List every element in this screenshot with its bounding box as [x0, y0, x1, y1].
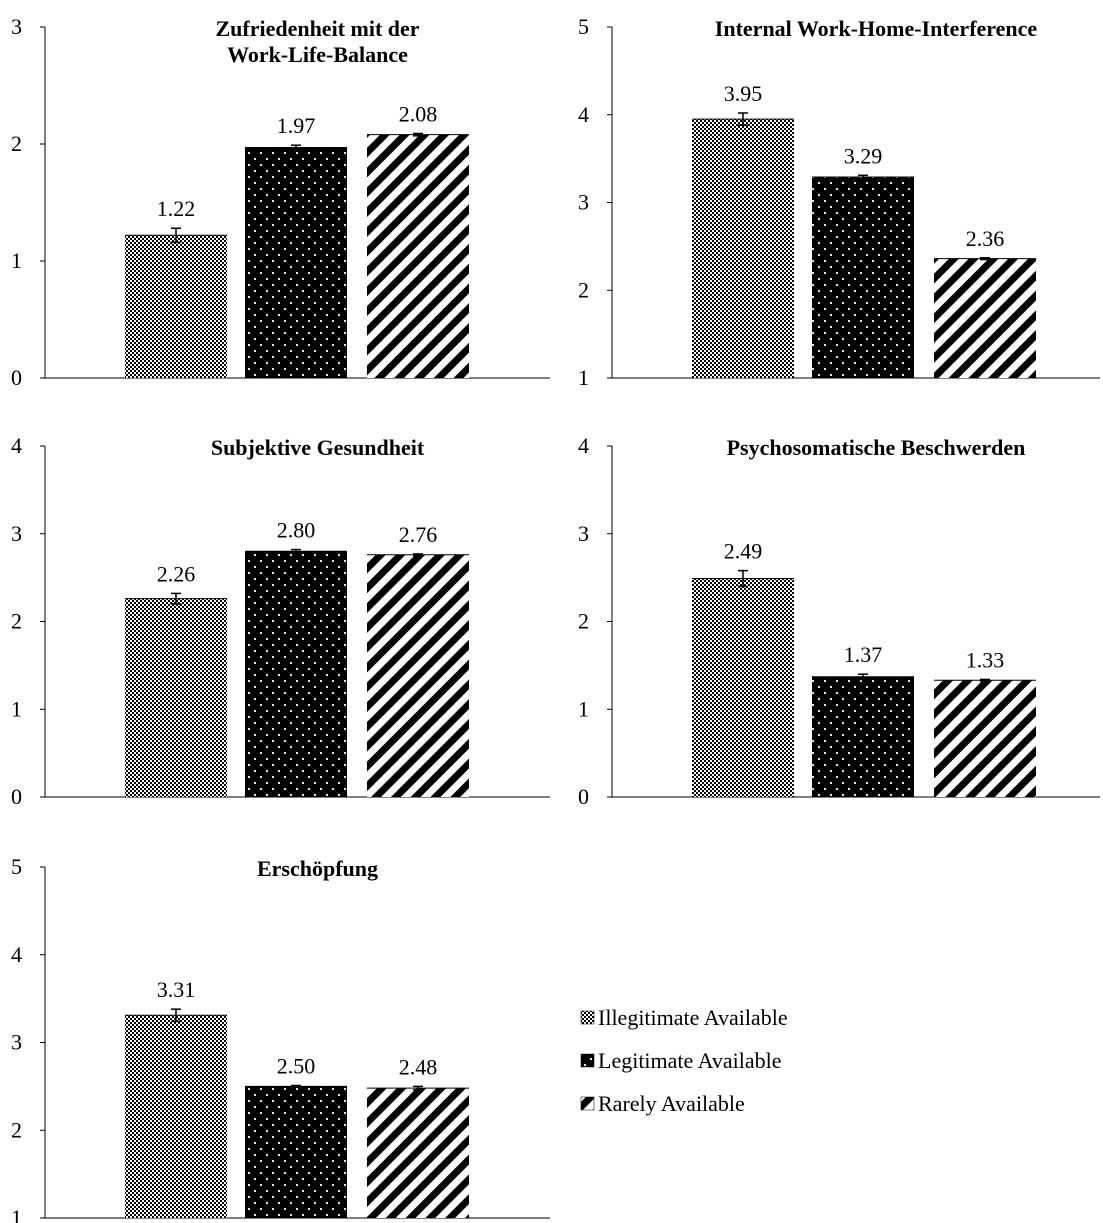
chart-panel-5: 1 2 3 4 5 Erschöpfung 3.31 2.50 2.48 — [11, 854, 550, 1223]
bar — [367, 134, 469, 378]
y-tick-label: 2 — [578, 277, 589, 302]
bar — [812, 177, 914, 378]
data-label: 2.08 — [399, 101, 438, 126]
y-tick-label: 2 — [11, 609, 22, 634]
legend-item: Illegitimate Available — [580, 1005, 788, 1030]
panel-title: Subjektive Gesundheit — [211, 435, 425, 460]
chart-panel-4: 0 1 2 3 4 Psychosomatische Beschwerden 2.49 1.3… — [578, 433, 1100, 809]
error-bar — [738, 112, 748, 127]
y-tick-label: 4 — [578, 433, 589, 458]
y-tick-label: 1 — [11, 696, 22, 721]
y-tick-label: 3 — [578, 521, 589, 546]
y-tick-label: 3 — [578, 190, 589, 215]
chart-panel-2: 1 2 3 4 5 Internal Work-Home-Interference 3.95… — [578, 14, 1100, 390]
data-label: 3.31 — [157, 977, 196, 1002]
data-label: 2.50 — [277, 1053, 316, 1078]
y-tick-label: 4 — [578, 102, 589, 127]
data-label: 3.29 — [844, 143, 883, 168]
error-bar — [171, 227, 181, 244]
panel-title: Zufriedenheit mit der — [215, 16, 419, 41]
panel-title: Work-Life-Balance — [227, 42, 408, 67]
panel-title: Internal Work-Home-Interference — [715, 16, 1038, 41]
data-label: 2.49 — [724, 539, 763, 564]
y-tick-label: 1 — [11, 248, 22, 273]
bar — [245, 1086, 347, 1218]
y-tick-label: 4 — [11, 942, 22, 967]
y-tick-label: 1 — [578, 365, 589, 390]
y-tick-label: 2 — [578, 609, 589, 634]
y-tick-label: 2 — [11, 1117, 22, 1142]
legend-label: Illegitimate Available — [598, 1005, 788, 1030]
error-bar — [858, 174, 868, 180]
data-label: 2.36 — [966, 226, 1005, 251]
y-tick-label: 3 — [11, 14, 22, 39]
panel-title: Erschöpfung — [257, 856, 378, 881]
chart-panel-1: 0 1 2 3 Zufriedenheit mit derWork-Life-Balan… — [11, 14, 550, 390]
data-label: 2.76 — [399, 522, 438, 547]
y-tick-label: 2 — [11, 131, 22, 156]
data-label: 2.26 — [157, 561, 196, 586]
bar — [692, 578, 794, 797]
data-label: 2.80 — [277, 518, 316, 543]
data-label: 1.22 — [157, 196, 196, 221]
y-tick-label: 1 — [11, 1205, 22, 1223]
chart-panels: 0 1 2 3 Zufriedenheit mit derWork-Life-Balan… — [11, 14, 1100, 1223]
error-bar — [291, 144, 301, 151]
error-bar — [738, 569, 748, 588]
error-bar — [171, 592, 181, 605]
bar — [934, 258, 1036, 378]
data-label: 1.97 — [277, 113, 316, 138]
data-label: 3.95 — [724, 81, 763, 106]
legend-label: Legitimate Available — [598, 1048, 781, 1073]
data-label: 1.33 — [966, 647, 1005, 672]
bar — [812, 676, 914, 797]
bar — [245, 551, 347, 797]
bar — [692, 119, 794, 378]
error-bar — [291, 548, 301, 554]
error-bar — [171, 1008, 181, 1023]
legend-swatch — [580, 1010, 595, 1025]
y-tick-label: 3 — [11, 521, 22, 546]
error-bar — [413, 553, 423, 557]
bar — [125, 598, 227, 797]
data-label: 1.37 — [844, 642, 883, 667]
y-tick-label: 0 — [578, 784, 589, 809]
bar — [125, 235, 227, 378]
legend-label: Rarely Available — [598, 1091, 745, 1116]
legend-swatch — [580, 1053, 595, 1068]
bar — [125, 1015, 227, 1218]
error-bar — [980, 257, 990, 261]
chart-panel-3: 0 1 2 3 4 Subjektive Gesundheit 2.26 2.80 2.76 — [11, 433, 550, 809]
y-tick-label: 5 — [578, 14, 589, 39]
y-tick-label: 1 — [578, 696, 589, 721]
error-bar — [980, 678, 990, 682]
y-tick-label: 0 — [11, 784, 22, 809]
bar — [367, 554, 469, 797]
error-bar — [413, 132, 423, 137]
legend-swatch — [580, 1096, 595, 1111]
bar — [245, 147, 347, 378]
legend-item: Legitimate Available — [580, 1048, 781, 1073]
error-bar — [858, 673, 868, 681]
panel-title: Psychosomatische Beschwerden — [727, 435, 1026, 460]
data-label: 2.48 — [399, 1054, 438, 1079]
y-tick-label: 0 — [11, 365, 22, 390]
error-bar — [291, 1084, 301, 1089]
bar — [367, 1088, 469, 1218]
y-tick-label: 4 — [11, 433, 22, 458]
error-bar — [413, 1085, 423, 1091]
legend-item: Rarely Available — [580, 1091, 745, 1116]
y-tick-label: 5 — [11, 854, 22, 879]
bar — [934, 680, 1036, 797]
legend: Illegitimate Available Legitimate Availab… — [580, 1005, 788, 1116]
y-tick-label: 3 — [11, 1030, 22, 1055]
